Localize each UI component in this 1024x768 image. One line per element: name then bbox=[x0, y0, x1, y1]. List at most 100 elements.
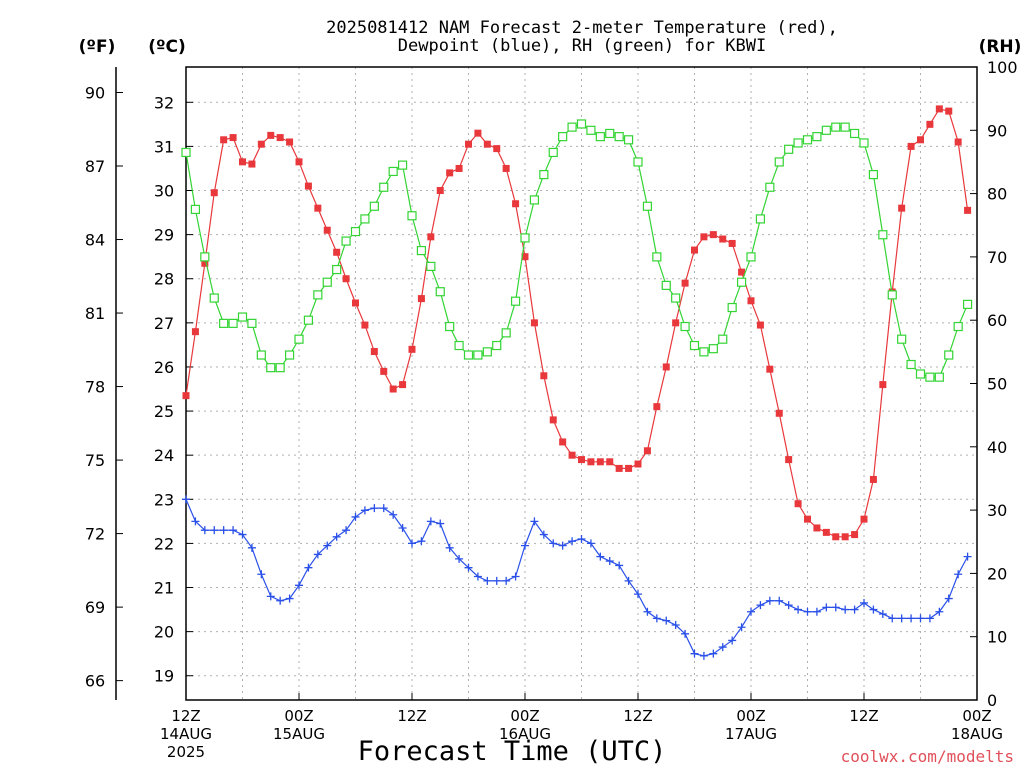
temperature-point bbox=[370, 348, 378, 356]
temperature-point bbox=[813, 524, 821, 532]
fahrenheit-tick-label: 72 bbox=[85, 525, 105, 544]
x-tick-label: 18AUG bbox=[951, 725, 1003, 743]
rh-point bbox=[849, 128, 860, 139]
rh-point bbox=[859, 138, 869, 148]
rh-point bbox=[765, 182, 775, 192]
celsius-tick-label: 28 bbox=[154, 270, 174, 289]
celsius-tick-label: 19 bbox=[154, 667, 174, 686]
temperature-point bbox=[295, 158, 303, 166]
celsius-tick-label: 27 bbox=[154, 314, 174, 333]
dewpoint-point bbox=[850, 605, 859, 614]
rh-point bbox=[831, 122, 841, 132]
celsius-tick-label: 24 bbox=[154, 446, 174, 465]
rh-point bbox=[623, 135, 634, 145]
rh-point bbox=[416, 245, 427, 256]
celsius-tick-label: 30 bbox=[154, 182, 174, 201]
rh-point bbox=[379, 182, 389, 192]
rh-point bbox=[209, 293, 219, 303]
rh-point bbox=[897, 334, 907, 344]
celsius-tick-label: 29 bbox=[154, 226, 174, 245]
dewpoint-point bbox=[747, 607, 755, 616]
rh-point bbox=[454, 340, 464, 351]
data-series bbox=[181, 105, 973, 660]
dewpoint-point bbox=[266, 592, 275, 601]
unit-labels: (ºF) (ºC) (RH) bbox=[79, 37, 1022, 57]
dewpoint-point bbox=[445, 543, 454, 552]
rh-point bbox=[313, 290, 323, 300]
x-tick-label: 00Z bbox=[510, 707, 539, 725]
rh-point bbox=[463, 350, 474, 360]
temperature-point bbox=[822, 528, 830, 536]
temperature-point bbox=[342, 275, 350, 283]
title-line-2: Dewpoint (blue), RH (green) for KBWI bbox=[398, 36, 766, 56]
x-tick-label: 12Z bbox=[397, 707, 426, 725]
rh-point bbox=[303, 315, 314, 325]
temperature-point bbox=[681, 279, 689, 287]
rh-tick-label: 0 bbox=[987, 691, 997, 710]
temperature-point bbox=[521, 253, 529, 261]
credit-link[interactable]: coolwx.com/modelts bbox=[841, 747, 1014, 766]
temperature-point bbox=[436, 187, 444, 195]
temperature-point bbox=[276, 134, 284, 142]
temperature-point bbox=[304, 182, 312, 190]
dewpoint-point bbox=[492, 576, 501, 585]
temperature-point bbox=[794, 500, 802, 508]
rh-point bbox=[605, 128, 615, 139]
dewpoint-point bbox=[238, 530, 247, 539]
rh-point bbox=[360, 214, 370, 224]
rh-point bbox=[812, 132, 822, 142]
rh-point bbox=[256, 350, 266, 360]
dewpoint-point bbox=[313, 550, 322, 559]
x-axis-label: Forecast Time (UTC) bbox=[358, 736, 667, 767]
rh-point bbox=[369, 201, 379, 211]
temperature-point bbox=[700, 233, 708, 241]
dewpoint-point bbox=[436, 519, 445, 528]
temperature-point bbox=[559, 438, 567, 446]
celsius-tick-label: 31 bbox=[154, 137, 174, 156]
temperature-point bbox=[832, 533, 840, 541]
rh-tick-label: 50 bbox=[987, 375, 1007, 394]
temperature-point bbox=[408, 345, 416, 353]
temperature-point bbox=[738, 268, 746, 276]
rh-tick-label: 100 bbox=[987, 58, 1018, 77]
dewpoint-point bbox=[379, 504, 388, 513]
temperature-point bbox=[465, 140, 472, 148]
rh-point bbox=[868, 170, 879, 180]
temperature-point bbox=[191, 328, 199, 336]
temperature-point bbox=[257, 140, 265, 148]
rh-point bbox=[680, 321, 690, 332]
dewpoint-point bbox=[671, 621, 680, 630]
temperature-point bbox=[869, 475, 877, 483]
dewpoint-point bbox=[511, 572, 520, 581]
dewpoint-point bbox=[360, 506, 369, 515]
temperature-point bbox=[775, 409, 783, 417]
rh-point bbox=[548, 147, 558, 158]
dewpoint-point bbox=[182, 495, 190, 504]
x-tick-label: 12Z bbox=[849, 707, 878, 725]
rh-tick-label: 30 bbox=[987, 501, 1007, 520]
dewpoint-point bbox=[643, 607, 652, 616]
dewpoint-point bbox=[718, 643, 727, 652]
rh-point bbox=[275, 363, 285, 373]
rh-point bbox=[219, 318, 229, 328]
dewpoint-point bbox=[699, 651, 708, 660]
dewpoint-point bbox=[276, 596, 285, 605]
celsius-tick-label: 20 bbox=[154, 623, 174, 642]
temperature-point bbox=[314, 204, 322, 212]
fahrenheit-tick-label: 75 bbox=[85, 451, 105, 470]
rh-point bbox=[887, 290, 897, 300]
temperature-point bbox=[672, 319, 680, 327]
celsius-tick-label: 22 bbox=[154, 534, 174, 553]
rh-point bbox=[576, 119, 587, 129]
rh-point bbox=[708, 344, 718, 354]
temperature-point bbox=[728, 239, 736, 247]
temperature-point bbox=[935, 105, 943, 113]
temperature-point bbox=[804, 515, 811, 523]
rh-point bbox=[426, 261, 436, 271]
temperature-point bbox=[380, 367, 388, 375]
rh-point bbox=[934, 372, 944, 382]
dewpoint-point bbox=[765, 596, 774, 605]
dewpoint-point bbox=[709, 649, 718, 658]
fahrenheit-tick-label: 81 bbox=[85, 304, 105, 323]
dewpoint-point bbox=[464, 563, 473, 572]
